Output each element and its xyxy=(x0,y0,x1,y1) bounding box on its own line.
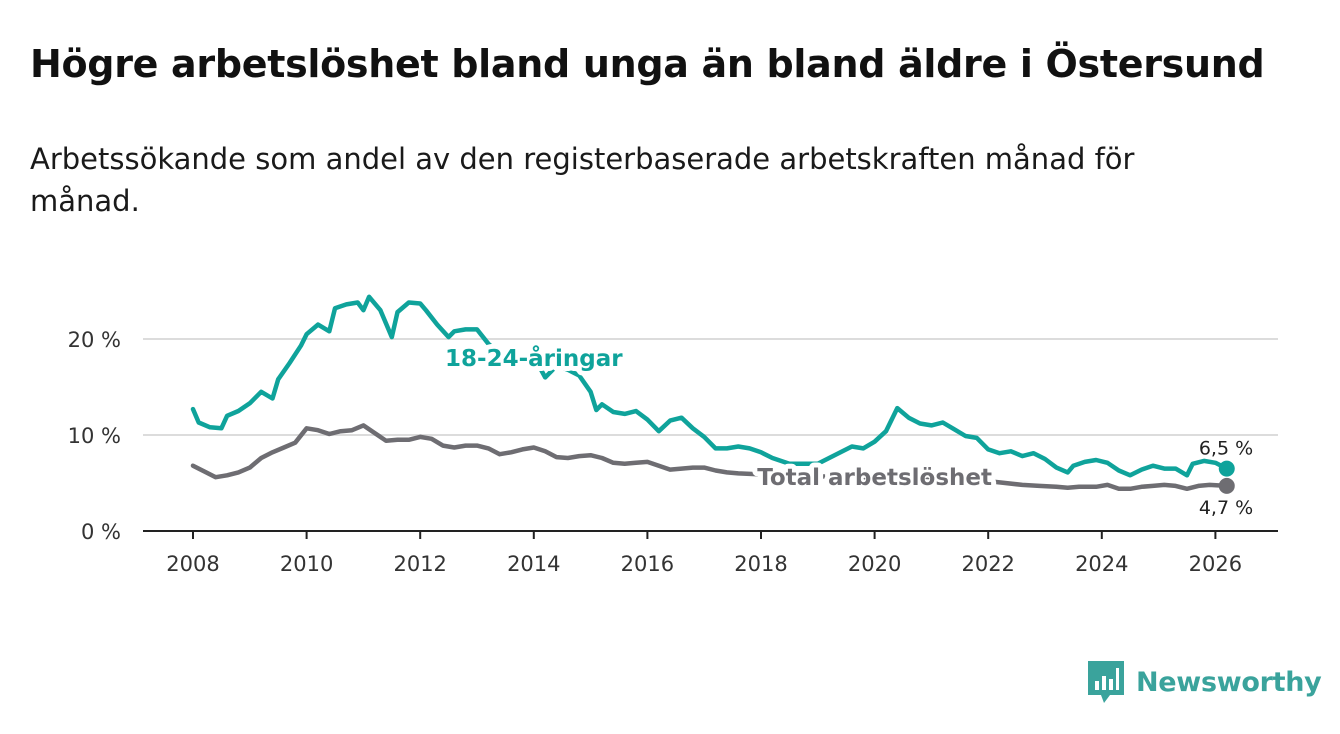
y-tick-label: 0 % xyxy=(81,520,121,544)
y-axis: 0 % 10 % 20 % xyxy=(68,328,121,544)
end-value-label: 6,5 % xyxy=(1199,438,1253,460)
x-tick-label: 2016 xyxy=(621,552,674,576)
x-axis: 2008 2010 2012 2014 2016 2018 2020 2022 2024 2026 xyxy=(143,530,1278,576)
x-tick-label: 2012 xyxy=(393,552,446,576)
end-point-total-arbetsl-shet xyxy=(1218,477,1235,494)
brand-logo: Newsworthy xyxy=(1088,660,1322,704)
series-lines xyxy=(190,294,1235,494)
x-tick-label: 2024 xyxy=(1075,552,1128,576)
x-tick-label: 2018 xyxy=(734,552,787,576)
x-tick-label: 2026 xyxy=(1189,552,1242,576)
gridlines xyxy=(143,338,1278,436)
series-label-halo: Total arbetslöshet xyxy=(757,465,992,491)
y-tick-label: 10 % xyxy=(68,424,121,448)
series-line-18-24-ringar xyxy=(190,294,1230,478)
series-label: 18-24-åringar xyxy=(445,345,623,372)
x-tick-label: 2020 xyxy=(848,552,901,576)
chart-title: Högre arbetslöshet bland unga än bland ä… xyxy=(30,42,1265,86)
series-label: Total arbetslöshet xyxy=(757,465,992,491)
bar-chart-icon xyxy=(1088,661,1124,703)
x-tick-label: 2014 xyxy=(507,552,560,576)
end-value-label: 4,7 % xyxy=(1199,497,1253,519)
series-label-halo: 18-24-åringar xyxy=(445,345,623,372)
y-tick-label: 20 % xyxy=(68,328,121,352)
brand-name: Newsworthy xyxy=(1136,666,1322,698)
end-point-18-24-ringar xyxy=(1218,460,1235,477)
x-tick-label: 2010 xyxy=(280,552,333,576)
chart-subtitle: Arbetssökande som andel av den registerb… xyxy=(30,142,1135,218)
x-tick-label: 2022 xyxy=(961,552,1014,576)
series-line-total-arbetsl-shet xyxy=(190,423,1230,492)
x-tick-label: 2008 xyxy=(166,552,219,576)
